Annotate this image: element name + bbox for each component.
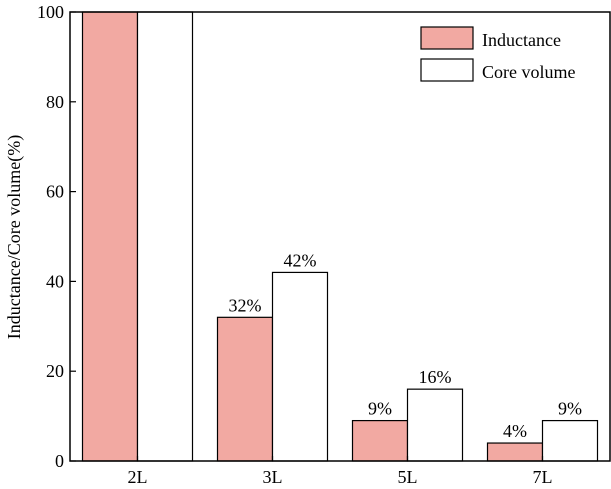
bar-core-volume-2l xyxy=(136,11,194,462)
x-tick-label: 2L xyxy=(128,467,148,487)
legend-label-inductance: Inductance xyxy=(482,30,561,50)
y-ticks: 0 20 40 60 80 100 xyxy=(37,2,76,471)
y-axis-title: Inductance/Core volume(%) xyxy=(4,135,25,339)
bar-inductance-2l xyxy=(81,11,139,462)
y-tick-label: 20 xyxy=(46,361,64,381)
legend-label-core-volume: Core volume xyxy=(482,62,575,82)
data-label-core-volume-5l: 16% xyxy=(419,367,452,387)
y-tick-label: 80 xyxy=(46,92,64,112)
bar-core-volume-7l xyxy=(541,419,599,462)
bar-inductance-7l xyxy=(486,442,544,462)
x-ticks: 2L 3L 5L 7L xyxy=(128,456,553,487)
legend-swatch-core-volume xyxy=(420,58,474,82)
bar-inductance-5l xyxy=(351,419,409,462)
data-labels: 32% 42% 9% 16% 4% 9% xyxy=(229,250,583,441)
y-tick-label: 40 xyxy=(46,271,64,291)
y-tick-label: 60 xyxy=(46,182,64,202)
bar-inductance-3l xyxy=(216,316,274,462)
legend: Inductance Core volume xyxy=(420,26,575,82)
bars xyxy=(81,11,599,462)
plot-frame xyxy=(69,11,611,462)
x-tick-label: 3L xyxy=(263,467,283,487)
x-tick-label: 5L xyxy=(398,467,418,487)
data-label-core-volume-7l: 9% xyxy=(558,399,582,419)
y-tick-label: 100 xyxy=(37,2,64,22)
bar-core-volume-3l xyxy=(271,271,329,462)
data-label-core-volume-3l: 42% xyxy=(284,250,317,270)
bar-core-volume-5l xyxy=(406,388,464,462)
data-label-inductance-7l: 4% xyxy=(503,421,527,441)
data-label-inductance-3l: 32% xyxy=(229,295,262,315)
y-tick-label: 0 xyxy=(55,451,64,471)
x-tick-label: 7L xyxy=(533,467,553,487)
data-label-inductance-5l: 9% xyxy=(368,399,392,419)
legend-swatch-inductance xyxy=(420,26,474,50)
